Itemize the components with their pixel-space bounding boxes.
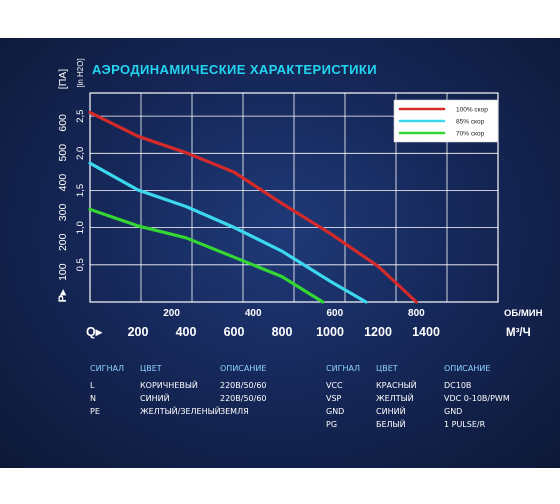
table-cell: GND xyxy=(326,407,345,416)
x-q-tick-label: 200 xyxy=(128,325,149,339)
y-left-tick-label: 400 xyxy=(57,174,69,192)
y-inh2o-tick-label: 1,5 xyxy=(75,184,86,197)
table-cell: L xyxy=(90,381,95,390)
y-left-axis-marker: Р▸ xyxy=(57,289,69,302)
table-cell: VSP xyxy=(326,394,342,403)
y-inh2o-tick-label: 0,5 xyxy=(75,258,86,271)
table-header-cell: ЦВЕТ xyxy=(140,364,162,373)
legend-label: 70% скор xyxy=(456,131,485,138)
table-cell: VDC 0-10В/PWM xyxy=(444,394,510,403)
legend-label: 85% скор xyxy=(456,119,485,126)
x-rpm-tick-label: 800 xyxy=(408,308,425,319)
x-q-tick-label: 400 xyxy=(176,325,197,339)
signals-table-left: СИГНАЛ ЦВЕТ ОПИСАНИЕ L КОРИЧНЕВЫЙ 220В/50/60 N… xyxy=(90,364,290,424)
x-q-tick-label: 1200 xyxy=(364,325,392,339)
table-cell: СИНИЙ xyxy=(376,407,406,416)
table-cell: СИНИЙ xyxy=(140,394,170,403)
table-cell: 220В/50/60 xyxy=(220,381,267,390)
table-cell: КОРИЧНЕВЫЙ xyxy=(140,381,198,390)
x-rpm-tick-label: 200 xyxy=(163,308,180,319)
y-inh2o-tick-label: 1,0 xyxy=(75,221,86,234)
table-cell: N xyxy=(90,394,96,403)
y-inh2o-tick-label: 2,0 xyxy=(75,147,86,160)
x-q-tick-label: 1400 xyxy=(412,325,440,339)
table-cell: 1 PULSE/R xyxy=(444,420,486,429)
table-cell: ЗЕМЛЯ xyxy=(220,407,249,416)
y-inh2o-axis-label: [in H2O] xyxy=(76,58,85,87)
x-rpm-axis-label: ОБ/МИН xyxy=(504,308,543,319)
y-left-tick-label: 300 xyxy=(57,204,69,222)
y-inh2o-tick-label: 2,5 xyxy=(75,110,86,123)
table-cell: КРАСНЫЙ xyxy=(376,381,417,390)
table-cell: PE xyxy=(90,407,100,416)
x-rpm-tick-label: 600 xyxy=(326,308,343,319)
table-cell: 220В/50/60 xyxy=(220,394,267,403)
y-left-tick-label: 100 xyxy=(57,263,69,281)
x-q-tick-label: 1000 xyxy=(316,325,344,339)
table-header-cell: СИГНАЛ xyxy=(90,364,124,373)
table-cell: PG xyxy=(326,420,338,429)
table-cell: DC10В xyxy=(444,381,472,390)
table-cell: ЖЕЛТЫЙ/ЗЕЛЕНЫЙ xyxy=(140,407,221,416)
x-q-tick-label: 800 xyxy=(272,325,293,339)
table-cell: БЕЛЫЙ xyxy=(376,420,406,429)
y-left-axis-unit: [ПА] xyxy=(57,69,69,89)
chart-title: АЭРОДИНАМИЧЕСКИЕ ХАРАКТЕРИСТИКИ xyxy=(92,62,377,77)
series-line-2 xyxy=(88,161,368,304)
table-cell: GND xyxy=(444,407,463,416)
table-cell: VCC xyxy=(326,381,343,390)
table-header-cell: ОПИСАНИЕ xyxy=(220,364,267,373)
x-rpm-tick-label: 400 xyxy=(245,308,262,319)
signals-table-right: СИГНАЛ ЦВЕТ ОПИСАНИЕ VCC КРАСНЫЙ DC10В VSP ЖЕЛТ… xyxy=(326,364,526,434)
table-header-cell: ЦВЕТ xyxy=(376,364,398,373)
series-line-3 xyxy=(88,207,325,304)
y-left-tick-label: 600 xyxy=(57,114,69,132)
y-left-tick-label: 200 xyxy=(57,233,69,251)
x-q-axis-label: Q▸ xyxy=(86,325,104,339)
series-line-1 xyxy=(88,110,418,304)
x-q-axis-unit: М³/Ч xyxy=(506,327,531,339)
table-header-cell: ОПИСАНИЕ xyxy=(444,364,491,373)
legend-label: 100% скор xyxy=(456,107,488,114)
x-q-tick-label: 600 xyxy=(224,325,245,339)
table-cell: ЖЕЛТЫЙ xyxy=(376,394,414,403)
table-header-cell: СИГНАЛ xyxy=(326,364,360,373)
y-left-tick-label: 500 xyxy=(57,144,69,162)
